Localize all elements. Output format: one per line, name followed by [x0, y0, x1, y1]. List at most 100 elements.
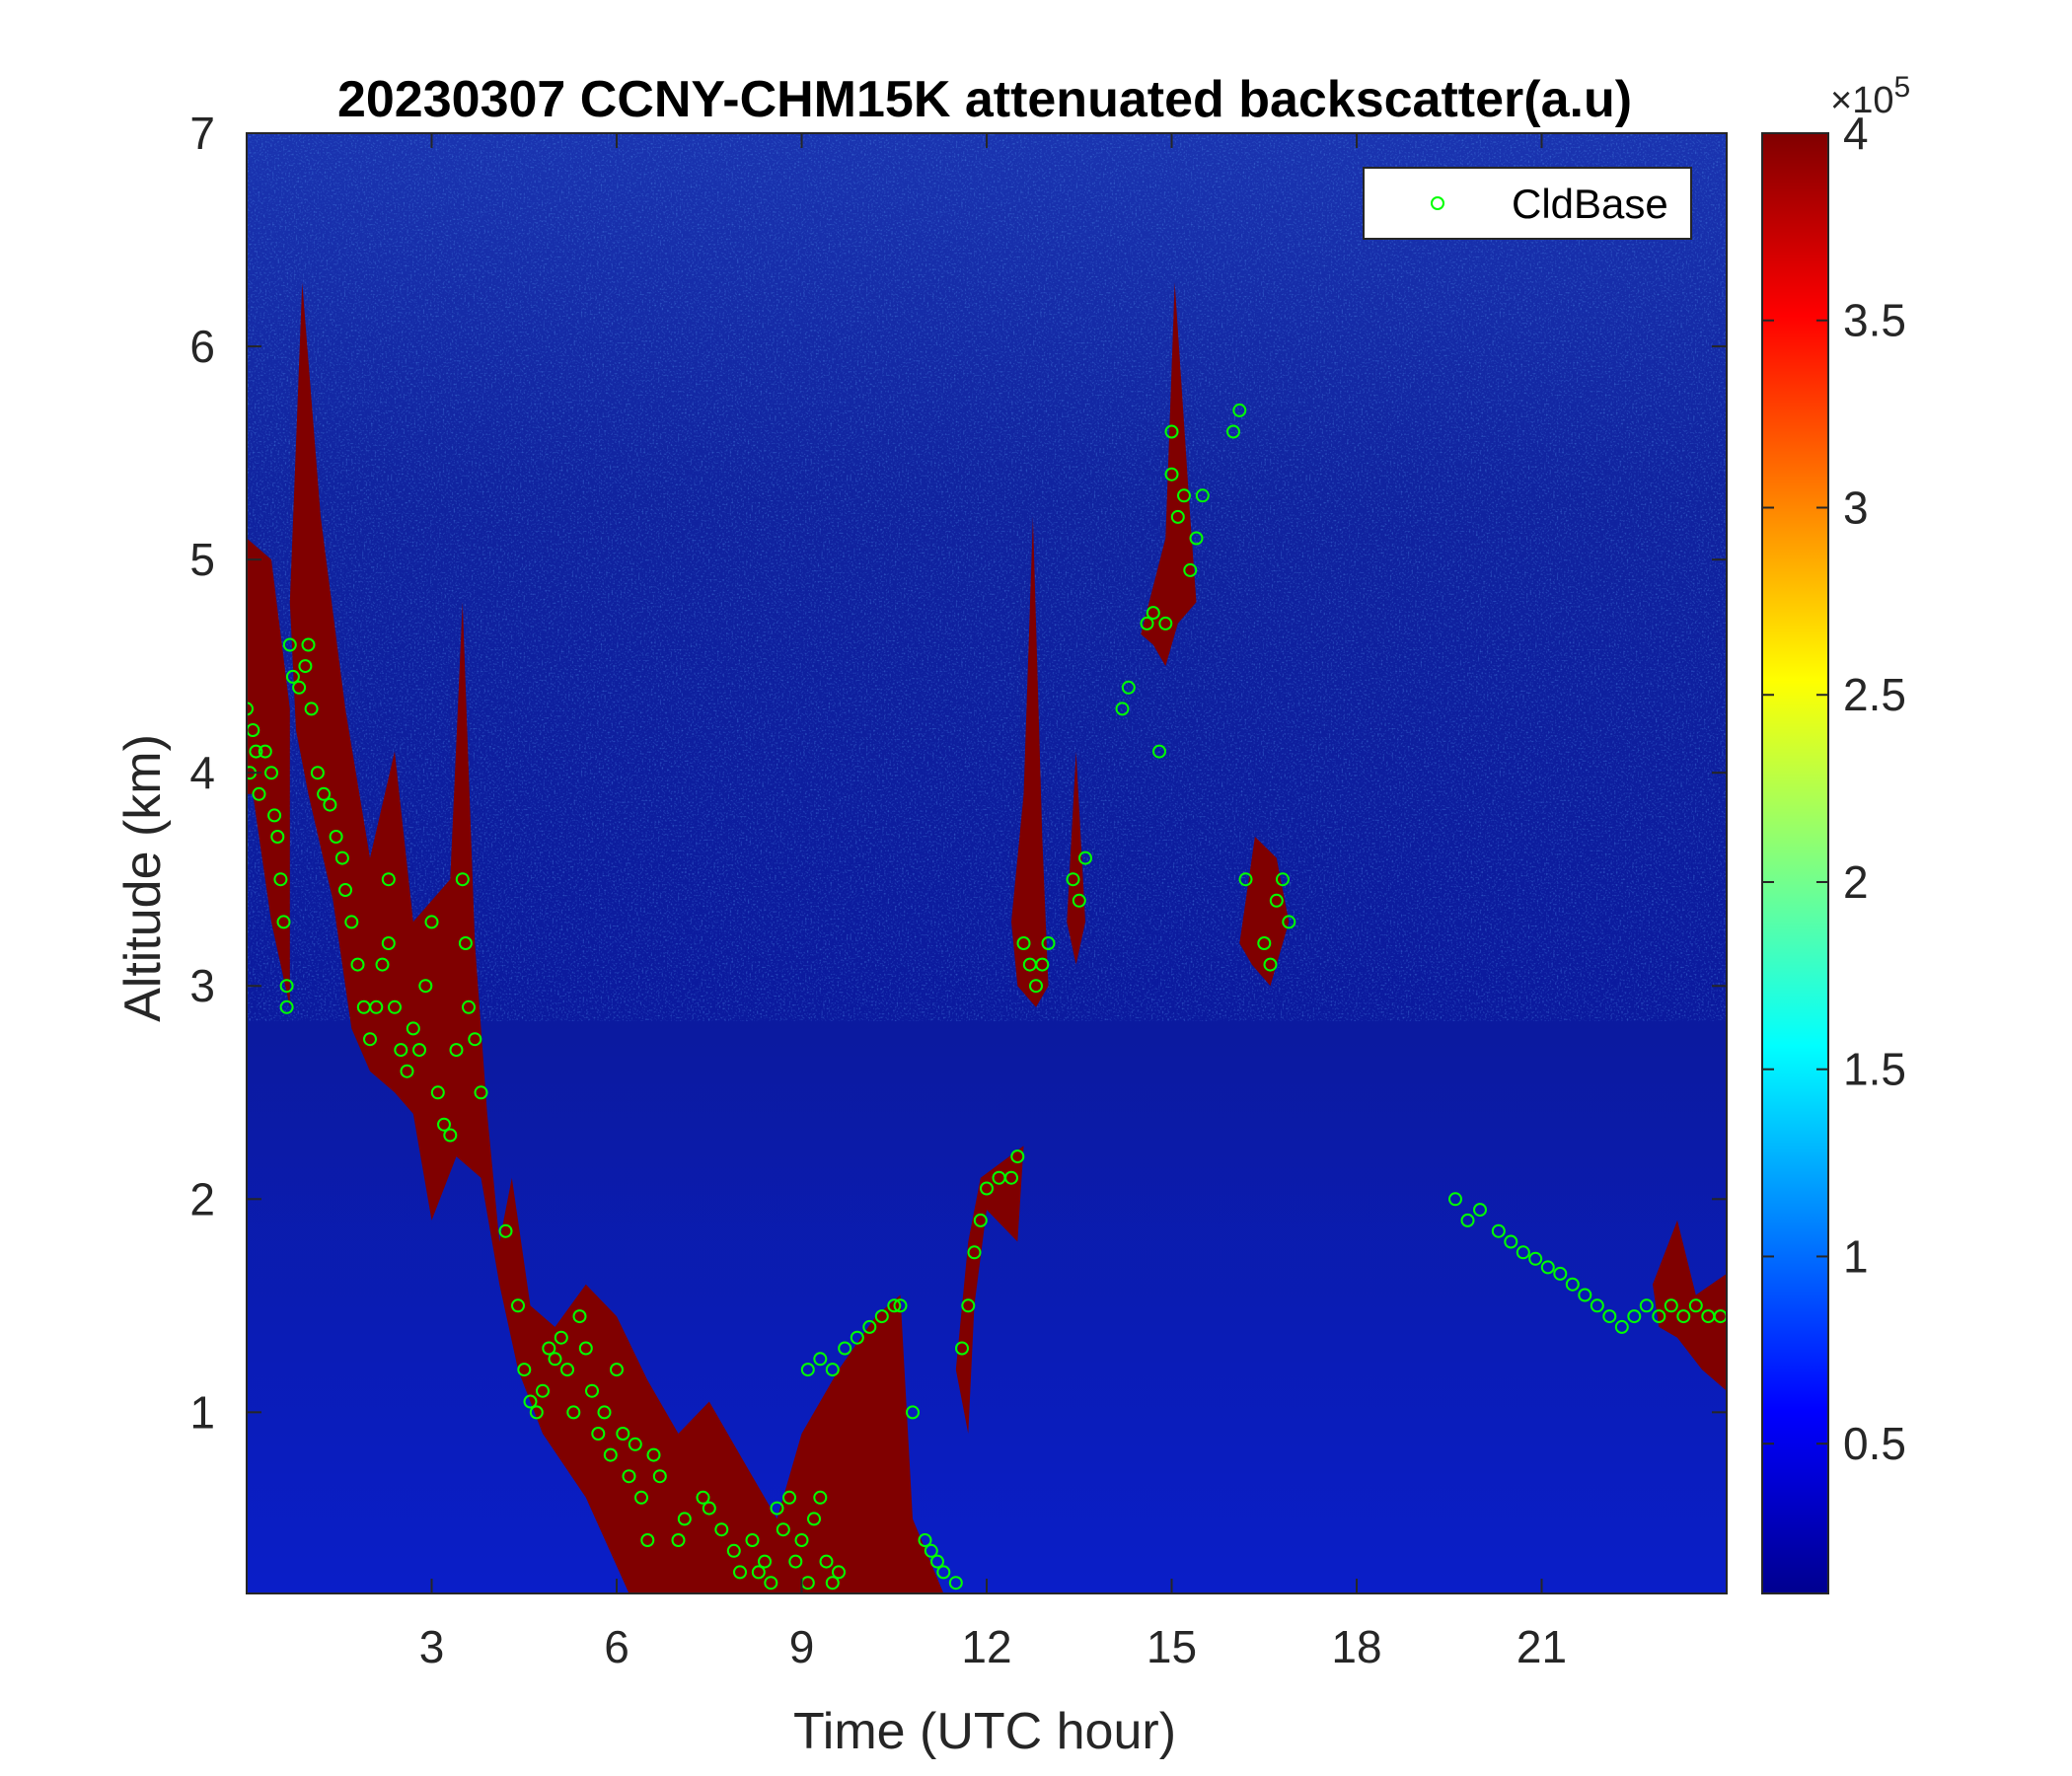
cldbase-point	[1146, 606, 1160, 621]
cldbase-point	[1282, 915, 1296, 929]
cldbase-point	[548, 1352, 562, 1367]
legend-entry-cldbase: CldBase	[1512, 181, 1668, 227]
cldbase-point	[418, 979, 433, 994]
cldbase-point	[304, 702, 319, 716]
cldbase-point	[652, 1469, 667, 1484]
cldbase-point	[498, 1223, 513, 1238]
cldbase-point	[511, 1298, 525, 1313]
cldbase-point	[813, 1352, 828, 1367]
x-tick-label: 15	[1147, 1621, 1197, 1672]
chart-title: 20230307 CCNY-CHM15K attenuated backscat…	[337, 71, 1632, 128]
cldbase-point	[1602, 1309, 1617, 1324]
cldbase-point	[1263, 957, 1278, 972]
cldbase-point	[578, 1341, 593, 1356]
cldbase-point	[375, 957, 390, 972]
cldbase-point	[344, 915, 359, 929]
cldbase-point	[1639, 1298, 1654, 1313]
cldbase-point	[1189, 531, 1204, 546]
x-axis: 3 6 9 12 15 18 21	[419, 133, 1567, 1672]
cldbase-point	[412, 1043, 426, 1058]
cldbase-point	[247, 702, 254, 716]
cldbase-point	[292, 680, 307, 695]
cldbase-point	[388, 999, 402, 1014]
cldbase-point	[955, 1341, 969, 1356]
cldbase-point	[862, 1319, 877, 1334]
cldbase-point	[714, 1522, 729, 1537]
cldbase-point	[443, 1128, 458, 1143]
cldbase-point	[1516, 1245, 1530, 1260]
cldbase-point	[825, 1363, 840, 1377]
cldbase-point	[279, 999, 294, 1014]
cldbase-point	[1170, 509, 1185, 524]
colorbar-tick-label: 1	[1843, 1230, 1869, 1282]
cldbase-point	[832, 1565, 846, 1580]
y-tick-label: 1	[189, 1386, 215, 1438]
cldbase-point	[597, 1405, 612, 1420]
cldbase-point	[1152, 744, 1166, 759]
cldbase-point	[1115, 702, 1130, 716]
cldbase-point	[430, 1085, 445, 1100]
cldbase-point	[276, 915, 291, 929]
cldbase-point	[455, 872, 470, 887]
cldbase-point	[1528, 1251, 1543, 1266]
cldbase-point	[1614, 1319, 1629, 1334]
saturated-cloud-region	[1141, 282, 1197, 667]
cldbase-point	[733, 1565, 747, 1580]
cldbase-point	[1195, 488, 1210, 503]
cldbase-point	[591, 1427, 606, 1441]
y-tick-label: 5	[189, 534, 215, 585]
cldbase-point	[850, 1330, 864, 1345]
cldbase-point	[270, 830, 285, 844]
colorbar-multiplier: ×105	[1830, 71, 1910, 121]
cldbase-point	[702, 1501, 716, 1516]
cldbase-point	[770, 1501, 784, 1516]
y-tick-label: 3	[189, 960, 215, 1011]
cldbase-point	[1121, 680, 1136, 695]
colorbar: 0.5 1 1.5 2 2.5 3 3.5 4 ×105	[1761, 71, 1910, 1594]
cldbase-point	[1016, 936, 1031, 950]
cldbase-point	[776, 1522, 790, 1537]
cldbase-point	[381, 872, 396, 887]
cldbase-point	[1473, 1203, 1487, 1218]
cldbase-point	[603, 1447, 618, 1462]
cldbase-point	[1269, 893, 1284, 908]
x-tick-label: 12	[961, 1621, 1011, 1672]
cldbase-point	[566, 1405, 581, 1420]
cldbase-point	[298, 659, 313, 674]
cldbase-point	[1504, 1234, 1518, 1249]
cldbase-point	[1232, 403, 1247, 417]
cldbase-point	[468, 1032, 482, 1047]
cldbase-point	[1257, 936, 1272, 950]
x-tick-label: 21	[1517, 1621, 1567, 1672]
colorbar-tick-label: 2	[1843, 856, 1869, 908]
cldbase-point	[764, 1576, 778, 1591]
cldbase-point	[930, 1554, 944, 1569]
colorbar-tick-label: 1.5	[1843, 1044, 1906, 1095]
cldbase-point	[1590, 1298, 1604, 1313]
cldbase-point	[1688, 1298, 1703, 1313]
cldbase-point	[542, 1341, 556, 1356]
cldbase-point	[628, 1437, 642, 1451]
cloud-layer	[247, 282, 1727, 1593]
cldbase-point	[560, 1363, 574, 1377]
cldbase-point	[634, 1490, 648, 1505]
cldbase-point	[1177, 488, 1191, 503]
saturated-cloud-region	[955, 1146, 1024, 1434]
cldbase-point	[980, 1181, 994, 1196]
cldbase-point	[1578, 1288, 1592, 1302]
x-tick-label: 3	[419, 1621, 445, 1672]
cldbase-point	[554, 1330, 568, 1345]
cldbase-point	[1140, 616, 1154, 630]
cldbase-point	[640, 1533, 655, 1547]
y-tick-label: 2	[189, 1173, 215, 1224]
cldbase-point	[394, 1043, 408, 1058]
cldbase-point	[517, 1363, 532, 1377]
y-tick-label: 6	[189, 321, 215, 372]
saturated-cloud-region	[247, 538, 290, 1007]
x-tick-label: 6	[604, 1621, 629, 1672]
cldbase-point	[249, 744, 263, 759]
cldbase-point	[610, 1363, 624, 1377]
cldbase-point	[924, 1543, 938, 1558]
cldbase-point	[825, 1576, 840, 1591]
